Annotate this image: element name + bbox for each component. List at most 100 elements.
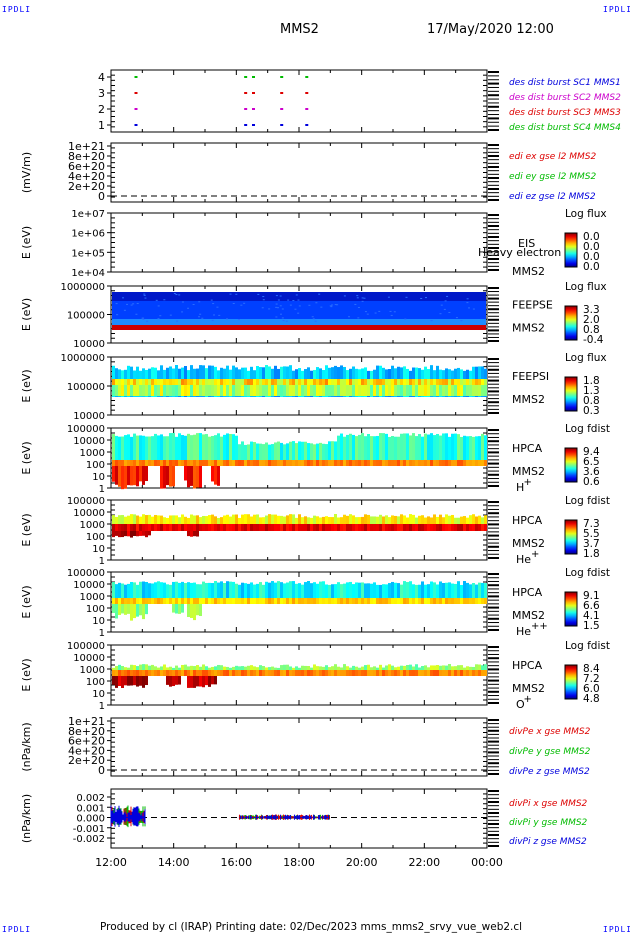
spec-col <box>409 581 412 598</box>
spec-col <box>169 433 172 460</box>
spec-col <box>445 524 448 531</box>
spec-col <box>115 516 118 524</box>
spec-col <box>241 666 244 670</box>
spec-col <box>115 676 118 688</box>
spec-speck <box>343 295 346 297</box>
spec-col <box>211 676 214 685</box>
spec-speck <box>298 305 301 307</box>
spec-speck <box>292 300 295 302</box>
spec-col <box>313 379 316 385</box>
spec-col <box>193 460 196 466</box>
spec-col <box>235 460 238 466</box>
spec-col <box>469 460 472 466</box>
spec-col <box>262 670 265 676</box>
spec-col <box>454 524 457 531</box>
spec-col <box>277 598 280 604</box>
spec-col <box>442 379 445 385</box>
spec-col <box>307 385 310 396</box>
spec-col <box>127 460 130 466</box>
spec-col <box>268 379 271 385</box>
y-tick-label: 100000 <box>67 382 105 393</box>
spec-col <box>337 582 340 598</box>
spec-col <box>235 598 238 604</box>
spec-col <box>133 604 136 619</box>
spec-col <box>118 524 121 531</box>
spec-col <box>334 514 337 524</box>
spec-col <box>136 524 139 531</box>
spec-col <box>193 515 196 524</box>
spec-col <box>133 524 136 531</box>
spec-col <box>160 524 163 531</box>
spec-col <box>124 435 127 460</box>
y-tick-label: 10000 <box>73 436 105 447</box>
spec-col <box>352 524 355 531</box>
spec-col <box>229 516 232 524</box>
spec-col <box>124 524 127 531</box>
spec-col <box>457 524 460 531</box>
spec-col <box>172 385 175 396</box>
spec-col <box>223 524 226 531</box>
spec-band <box>112 319 486 325</box>
spec-col <box>412 514 415 524</box>
spec-speck <box>115 303 118 305</box>
spec-col <box>127 524 130 531</box>
burst-mark <box>252 76 255 78</box>
spec-col <box>475 436 478 460</box>
spec-col <box>370 583 373 598</box>
spec-col <box>466 385 469 396</box>
spec-col <box>142 379 145 385</box>
spec-col <box>145 604 148 615</box>
spec-col <box>139 435 142 460</box>
spec-col <box>214 466 217 485</box>
y-tick-label: 2e+20 <box>68 754 105 767</box>
spec-col <box>259 460 262 466</box>
spec-col <box>265 385 268 396</box>
spec-col <box>187 379 190 385</box>
spec-col <box>454 460 457 466</box>
legend-entry: des dist burst SC2 MMS2 <box>509 93 621 103</box>
spec-col <box>259 670 262 676</box>
spec-col <box>127 466 130 486</box>
spec-col <box>205 385 208 396</box>
spec-col <box>436 433 439 460</box>
spec-col <box>178 379 181 385</box>
spec-col <box>130 670 133 676</box>
spec-col <box>298 583 301 598</box>
spec-col <box>427 516 430 524</box>
spec-speck <box>210 299 213 301</box>
spec-speck <box>466 298 469 300</box>
spec-col <box>295 460 298 466</box>
spec-col <box>196 604 199 616</box>
spec-col <box>331 524 334 531</box>
spec-col <box>433 598 436 604</box>
spec-col <box>226 385 229 396</box>
colorbar-value: 6.5 <box>583 456 600 468</box>
spec-col <box>469 385 472 396</box>
y-tick-label: 1e+21 <box>68 140 105 153</box>
spec-col <box>121 436 124 460</box>
spec-col <box>214 385 217 396</box>
instrument-label: FEEPSI <box>512 370 549 383</box>
spec-col <box>277 581 280 598</box>
spec-band <box>112 325 486 330</box>
spec-col <box>166 385 169 396</box>
spec-col <box>226 598 229 604</box>
spec-col <box>277 441 280 460</box>
spec-col <box>148 379 151 385</box>
spec-col <box>301 584 304 598</box>
spectrogram <box>112 664 487 688</box>
spec-speck <box>329 305 332 307</box>
spec-col <box>112 667 115 670</box>
spec-col <box>277 379 280 385</box>
burst-mark <box>134 92 138 94</box>
spec-col <box>304 524 307 531</box>
spec-col <box>382 385 385 396</box>
colorbar-value: 7.2 <box>583 673 600 685</box>
spec-col <box>415 385 418 396</box>
spec-speck <box>142 318 145 320</box>
spec-col <box>367 598 370 604</box>
spec-col <box>298 441 301 460</box>
spec-col <box>328 584 331 598</box>
spec-col <box>184 670 187 676</box>
spec-col <box>397 516 400 524</box>
